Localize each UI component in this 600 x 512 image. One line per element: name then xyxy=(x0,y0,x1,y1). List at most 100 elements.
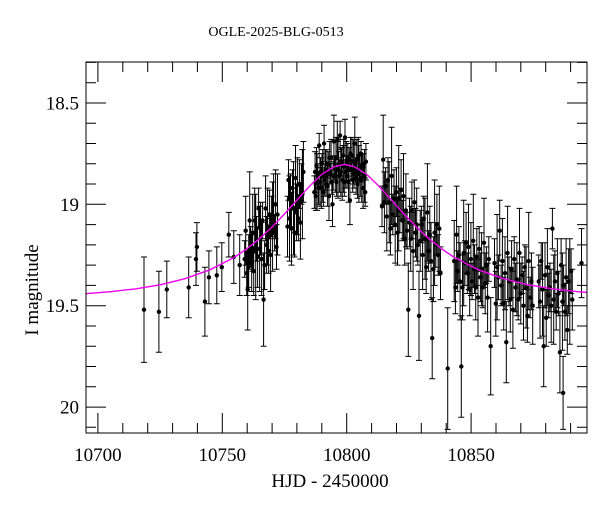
data-point xyxy=(408,236,413,241)
data-point xyxy=(285,224,290,229)
data-point xyxy=(141,307,147,312)
data-point xyxy=(565,327,570,333)
data-point xyxy=(253,244,258,250)
data-point xyxy=(401,194,406,199)
axis-frame xyxy=(85,61,588,434)
data-point xyxy=(406,307,411,312)
data-point xyxy=(474,254,479,260)
data-point xyxy=(546,293,551,298)
data-point xyxy=(529,279,534,284)
data-point xyxy=(517,250,522,256)
data-point xyxy=(350,177,355,183)
data-point xyxy=(468,256,474,262)
data-point xyxy=(508,297,513,302)
data-point xyxy=(333,173,338,179)
data-point xyxy=(522,265,527,270)
data-point xyxy=(530,303,535,308)
y-tick-label: 19 xyxy=(60,195,79,216)
data-point xyxy=(388,226,393,231)
data-point xyxy=(413,230,418,235)
data-point xyxy=(425,210,430,215)
data-point xyxy=(477,246,482,252)
data-point xyxy=(454,232,459,237)
y-axis-label: I magnitude xyxy=(22,244,43,335)
y-tick-label: 20 xyxy=(60,398,79,419)
data-point xyxy=(456,252,462,258)
data-point xyxy=(266,248,271,254)
data-point xyxy=(445,366,450,371)
y-tick-label: 18.5 xyxy=(46,94,79,115)
data-point xyxy=(312,190,317,195)
data-point xyxy=(328,155,334,160)
data-point xyxy=(193,256,199,262)
data-point xyxy=(275,212,280,217)
data-point xyxy=(452,258,457,264)
data-point xyxy=(338,169,343,175)
data-point xyxy=(437,226,442,231)
data-point xyxy=(465,271,470,276)
data-point xyxy=(354,157,359,162)
data-point xyxy=(544,315,549,320)
data-point xyxy=(355,181,360,187)
data-point xyxy=(390,212,395,217)
data-point xyxy=(540,287,545,292)
data-point xyxy=(484,262,489,268)
data-point xyxy=(505,250,510,256)
data-point xyxy=(346,179,351,185)
data-point xyxy=(287,216,292,221)
data-point xyxy=(550,226,555,231)
data-point xyxy=(343,169,348,175)
data-point xyxy=(344,173,350,179)
data-point xyxy=(402,236,407,241)
data-point xyxy=(337,133,343,138)
data-point xyxy=(156,309,162,314)
data-point xyxy=(492,260,497,266)
data-point xyxy=(396,196,401,201)
data-point xyxy=(391,196,397,201)
data-point xyxy=(459,364,464,369)
data-point xyxy=(250,230,255,235)
data-point xyxy=(395,230,400,235)
data-point xyxy=(384,214,389,219)
data-point xyxy=(243,228,248,233)
data-point xyxy=(383,183,388,189)
data-point xyxy=(358,151,364,156)
data-point xyxy=(500,258,505,264)
data-point xyxy=(467,287,472,292)
data-point xyxy=(293,175,298,181)
data-point xyxy=(347,157,352,162)
plot-area: 10700 10750 10800 10850 18.5 19 19.5 20 xyxy=(46,61,588,466)
data-point xyxy=(404,228,410,233)
data-point xyxy=(475,295,481,300)
data-point xyxy=(258,226,263,231)
data-point xyxy=(509,267,514,272)
data-point xyxy=(264,242,269,248)
data-point xyxy=(389,173,394,179)
data-point xyxy=(554,309,559,314)
data-point xyxy=(428,258,434,264)
data-point xyxy=(473,285,478,290)
x-tick-label: 10750 xyxy=(199,445,247,466)
data-point xyxy=(504,340,509,345)
data-point xyxy=(418,238,423,243)
data-point xyxy=(549,303,554,308)
data-point xyxy=(551,297,556,302)
data-point xyxy=(289,226,294,231)
data-point xyxy=(252,218,257,223)
data-point xyxy=(430,335,435,341)
data-point xyxy=(298,220,303,225)
data-point xyxy=(393,222,398,227)
data-point xyxy=(566,279,571,284)
data-point xyxy=(251,269,256,274)
data-point xyxy=(331,139,337,144)
data-point xyxy=(409,208,415,213)
data-point xyxy=(497,228,502,233)
data-point xyxy=(326,194,332,199)
data-point xyxy=(481,240,487,245)
data-point xyxy=(299,181,304,187)
data-point xyxy=(319,161,325,166)
data-point xyxy=(286,177,291,183)
data-point xyxy=(415,242,420,248)
data-point xyxy=(563,275,569,280)
